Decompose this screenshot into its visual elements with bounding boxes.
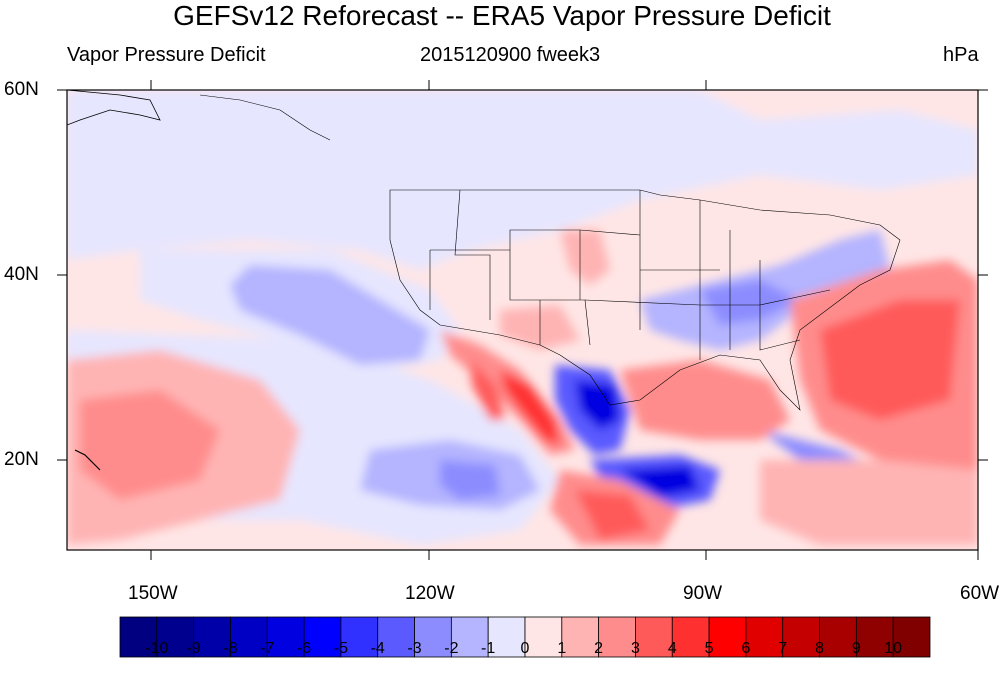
colorbar-box	[524, 616, 563, 658]
boundary-lines	[67, 90, 901, 471]
colorbar-tick-label: -8	[223, 640, 238, 657]
colorbar-box	[487, 616, 526, 658]
colorbar-box	[193, 616, 231, 658]
colorbar-tick-label: -3	[407, 640, 422, 657]
lon-label-60w: 60W	[960, 583, 1000, 604]
lon-label-120w: 120W	[405, 583, 455, 604]
colorbar-box	[377, 616, 415, 658]
colorbar-tick-label: 9	[851, 640, 861, 657]
colorbar-box	[230, 616, 268, 658]
lon-label-90w: 90W	[683, 583, 723, 604]
colorbar-tick-label: 8	[815, 640, 824, 657]
colorbar-box	[340, 616, 379, 658]
vpd-contour-field	[67, 90, 978, 545]
colorbar-tick-label: -4	[370, 640, 385, 657]
colorbar-tick-label: 6	[741, 640, 751, 657]
colorbar-tick-label: -1	[481, 640, 496, 657]
lat-label-40n: 40N	[4, 264, 39, 285]
forecast-date-label: 2015120900 fweek3	[420, 44, 601, 66]
colorbar-tick-label: -5	[333, 640, 349, 657]
map-ticks	[57, 80, 988, 560]
colorbar-box	[635, 616, 673, 658]
colorbar-box	[561, 616, 600, 658]
colorbar-box	[303, 616, 342, 658]
map-frame	[66, 89, 979, 551]
colorbar-box	[266, 616, 305, 658]
colorbar-box	[892, 616, 931, 658]
colorbar-tick-label: 10	[884, 640, 903, 657]
colorbar-tick-label: 3	[631, 640, 640, 657]
colorbar-box	[598, 616, 636, 658]
colorbar-tick-label: 4	[667, 640, 677, 657]
colorbar-tick-label: 2	[594, 640, 604, 657]
colorbar-tick-label: 7	[778, 640, 788, 657]
colorbar-box	[782, 616, 820, 658]
colorbar-box	[745, 616, 784, 658]
lon-label-150w: 150W	[128, 583, 178, 604]
colorbar	[119, 616, 931, 658]
colorbar-box	[414, 616, 452, 658]
variable-label: Vapor Pressure Deficit	[67, 44, 266, 66]
colorbar-tick-label: -10	[145, 640, 169, 657]
colorbar-tick-label: 1	[557, 640, 567, 657]
map-plot	[57, 80, 988, 560]
colorbar-box	[819, 616, 857, 658]
colorbar-box	[708, 616, 747, 658]
colorbar-box	[671, 616, 710, 658]
colorbar-tick-label: -6	[296, 640, 312, 657]
unit-label: hPa	[943, 44, 979, 66]
colorbar-box	[450, 616, 489, 658]
colorbar-tick-label: 0	[520, 640, 530, 657]
map-title: GEFSv12 Reforecast -- ERA5 Vapor Pressur…	[173, 0, 831, 31]
lat-label-60n: 60N	[4, 79, 39, 100]
colorbar-box	[156, 616, 195, 658]
colorbar-tick-label: -7	[260, 640, 275, 657]
colorbar-tick-label: 5	[704, 640, 714, 657]
lat-label-20n: 20N	[4, 449, 39, 470]
colorbar-tick-label: -2	[444, 640, 459, 657]
colorbar-tick-label: -9	[186, 640, 201, 657]
